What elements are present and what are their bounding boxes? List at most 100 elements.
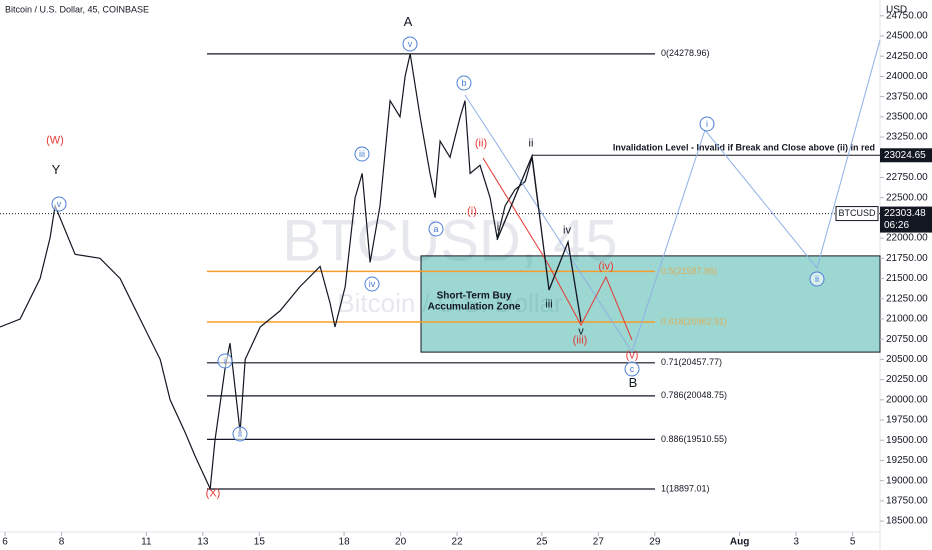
x-tick-label: Aug <box>730 537 749 548</box>
wave-label: v <box>578 325 584 337</box>
fib-label: 0(24278.96) <box>661 48 710 58</box>
y-tick-label: 21750.00 <box>886 253 928 264</box>
wave-label: iv <box>369 279 376 289</box>
y-tick-label: 24750.00 <box>886 10 928 21</box>
y-tick-label: 23250.00 <box>886 132 928 143</box>
x-tick-label: 27 <box>593 537 605 548</box>
wave-path-black <box>496 153 582 323</box>
last-price-label: 22303.48 <box>884 208 926 219</box>
wave-label: iii <box>359 149 365 159</box>
wave-label: (iii) <box>573 334 588 346</box>
wave-label: i <box>706 119 708 129</box>
fib-label: 0.71(20457.77) <box>661 357 722 367</box>
y-tick-label: 24500.00 <box>886 31 928 42</box>
projection-line <box>464 94 633 353</box>
watermark-name: Bitcoin / U.S. Dollar <box>337 288 563 318</box>
projection-line <box>631 39 881 353</box>
x-tick-label: 13 <box>197 537 209 548</box>
wave-circle <box>217 353 233 369</box>
zone-label: Accumulation Zone <box>428 302 521 313</box>
wave-label: v <box>57 199 62 209</box>
y-tick-label: 18500.00 <box>886 516 928 527</box>
wave-label: ii <box>238 429 242 439</box>
x-tick-label: 11 <box>141 537 152 548</box>
y-tick-label: 20250.00 <box>886 374 928 385</box>
x-tick-label: 15 <box>254 537 266 548</box>
wave-circle <box>51 196 67 212</box>
wave-label: (iv) <box>598 260 613 272</box>
wave-circle <box>624 361 640 377</box>
invalidation-label: Invalidation Level - Invalid if Break an… <box>613 143 875 153</box>
fib-label: 0.886(19510.55) <box>661 434 727 444</box>
wave-circle <box>809 271 825 287</box>
chart-title: Bitcoin / U.S. Dollar, 45, COINBASE <box>5 4 149 14</box>
price-tag-label: 23024.65 <box>884 150 926 161</box>
y-tick-label: 19500.00 <box>886 435 928 446</box>
last-price-tag <box>880 206 932 233</box>
y-tick-label: 22750.00 <box>886 172 928 183</box>
y-tick-label: 22500.00 <box>886 192 928 203</box>
wave-label: iv <box>563 224 571 236</box>
zone-label: Short-Term Buy <box>437 291 512 302</box>
wave-label: ii <box>815 274 819 284</box>
y-tick-label: 22000.00 <box>886 233 928 244</box>
wave-label: b <box>461 78 466 88</box>
wave-label: i <box>497 221 499 233</box>
wave-circle <box>456 75 472 91</box>
wave-label: (ii) <box>475 137 487 149</box>
wave-label: (v) <box>626 349 639 361</box>
y-tick-label: 23500.00 <box>886 111 928 122</box>
x-tick-label: 5 <box>850 537 856 548</box>
price-tag <box>880 148 932 163</box>
price-line <box>0 53 539 491</box>
wave-circle <box>402 36 418 52</box>
y-tick-label: 21000.00 <box>886 314 928 325</box>
wave-label: A <box>404 14 413 29</box>
wave-path-red <box>482 157 633 341</box>
wave-circle <box>232 426 248 442</box>
y-tick-label: 21250.00 <box>886 293 928 304</box>
x-tick-label: 18 <box>339 537 351 548</box>
countdown-label: 06:26 <box>884 220 909 231</box>
wave-circle <box>364 276 380 292</box>
wave-label: Y <box>52 162 61 177</box>
wave-circle <box>699 116 715 132</box>
y-tick-label: 19750.00 <box>886 415 928 426</box>
y-tick-label: 24250.00 <box>886 51 928 62</box>
y-tick-label: 20000.00 <box>886 394 928 405</box>
wave-label: (W) <box>46 134 64 146</box>
fib-label-orange: 0.618(20962.91) <box>661 316 727 326</box>
y-tick-label: 23750.00 <box>886 91 928 102</box>
x-tick-label: 29 <box>649 537 661 548</box>
y-tick-label: 21500.00 <box>886 273 928 284</box>
wave-label: ii <box>529 137 534 149</box>
symbol-tag <box>835 206 879 222</box>
y-tick-label: 19250.00 <box>886 455 928 466</box>
y-tick-label: 18750.00 <box>886 496 928 507</box>
x-tick-label: 8 <box>59 537 65 548</box>
wave-label: (i) <box>467 205 477 217</box>
x-tick-label: 3 <box>793 537 799 548</box>
symbol-tag-label: BTCUSD <box>838 208 876 218</box>
wave-label: v <box>408 39 413 49</box>
x-tick-label: 25 <box>536 537 548 548</box>
watermark-symbol: BTCUSD, 45 <box>282 208 617 273</box>
wave-label: a <box>433 224 438 234</box>
wave-circle <box>354 146 370 162</box>
wave-label: i <box>224 356 226 366</box>
y-tick-label: 20750.00 <box>886 334 928 345</box>
currency: USD <box>886 5 907 16</box>
y-tick-label: 19000.00 <box>886 475 928 486</box>
x-tick-label: 6 <box>2 537 8 548</box>
wave-circle <box>428 221 444 237</box>
wave-label: iii <box>545 298 552 310</box>
wave-label: (X) <box>206 487 221 499</box>
fib-label: 1(18897.01) <box>661 483 710 493</box>
y-tick-label: 20500.00 <box>886 354 928 365</box>
wave-label: B <box>629 375 638 390</box>
x-tick-label: 22 <box>452 537 464 548</box>
x-tick-label: 20 <box>395 537 407 548</box>
